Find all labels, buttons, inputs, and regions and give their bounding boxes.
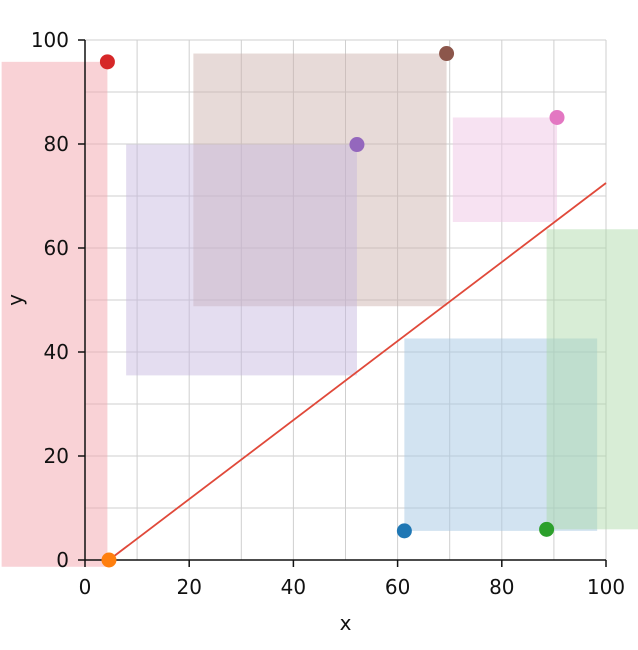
x-tick-label: 20: [176, 575, 201, 599]
data-point: [439, 46, 455, 62]
range-rectangle: [404, 338, 598, 531]
x-tick-label: 80: [489, 575, 514, 599]
trend-line: [108, 182, 607, 561]
data-point: [101, 552, 117, 568]
data-point: [549, 109, 565, 125]
axes: 0 20 40 60 80 100 0 20 40 60 80 100: [31, 28, 625, 599]
x-tick-label: 0: [79, 575, 92, 599]
range-rectangle: [546, 229, 638, 530]
y-tick-label: 20: [44, 444, 69, 468]
x-axis-label: x: [340, 611, 352, 635]
rectangles-layer: [1, 53, 638, 567]
range-rectangle: [193, 53, 447, 307]
data-point: [539, 521, 555, 537]
data-point: [349, 137, 365, 153]
range-rectangle: [452, 117, 558, 222]
x-tick-label: 40: [281, 575, 306, 599]
points-layer: [99, 46, 565, 568]
range-rectangle: [126, 144, 357, 376]
y-tick-label: 60: [44, 236, 69, 260]
fit-line-layer: [108, 182, 607, 561]
y-tick-label: 40: [44, 340, 69, 364]
y-tick-label: 100: [31, 28, 69, 52]
data-point: [99, 54, 115, 70]
y-axis-label: y: [3, 294, 27, 306]
x-tick-label: 100: [587, 575, 625, 599]
x-tick-label: 60: [385, 575, 410, 599]
y-tick-label: 0: [56, 548, 69, 572]
data-point: [396, 523, 412, 539]
y-tick-label: 80: [44, 132, 69, 156]
range-rectangle: [1, 61, 108, 567]
